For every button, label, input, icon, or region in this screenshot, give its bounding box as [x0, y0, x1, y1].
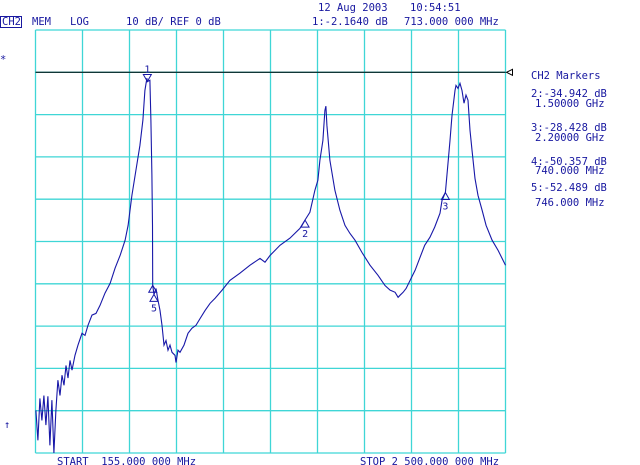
format-label: LOG [70, 16, 89, 28]
marker-4-triangle-icon [147, 284, 158, 293]
active-marker-value: 1:-2.1640 dB [312, 16, 388, 28]
graticule [34, 29, 507, 454]
marker-5-freq: 746.000 MHz [535, 197, 605, 209]
time: 10:54:51 [410, 2, 461, 14]
channel-label[interactable]: CH2 [2, 16, 21, 28]
marker-2-label: 2 [302, 229, 308, 240]
marker-3-value: 3:-28.428 dB [531, 122, 607, 134]
marker-2-triangle-icon [300, 219, 310, 228]
active-marker-frequency: 713.000 000 MHz [404, 16, 499, 28]
marker-4-freq: 740.000 MHz [535, 165, 605, 177]
reference-level-arrow-icon [505, 68, 513, 77]
marker-1-label: 1 [144, 64, 150, 75]
marker-4-value: 4:-50.357 dB [531, 156, 607, 168]
mem-label: MEM [32, 16, 51, 28]
up-arrow-icon: ↑ [4, 419, 10, 431]
channel-box [0, 16, 22, 28]
marker-3-freq: 2.20000 GHz [535, 132, 605, 144]
markers: 1 2 3 5 [142, 64, 451, 314]
marker-1-triangle-icon [142, 73, 153, 83]
stop-frequency: STOP 2 500.000 000 MHz [360, 456, 499, 465]
marker-5-value: 5:-52.489 dB [531, 182, 607, 194]
marker-3-label: 3 [442, 202, 448, 213]
marker-panel-title: CH2 Markers [531, 70, 601, 82]
marker-3-triangle-icon [440, 191, 451, 201]
marker-5-label: 5 [151, 303, 157, 314]
marker-2-value: 2:-34.942 dB [531, 88, 607, 100]
star-symbol: * [0, 54, 6, 66]
marker-2-freq: 1.50000 GHz [535, 98, 605, 110]
start-frequency: START 155.000 000 MHz [57, 456, 196, 465]
trace-line [35, 78, 506, 454]
marker-5-triangle-icon [149, 293, 159, 302]
date: 12 Aug 2003 [318, 2, 388, 14]
scale-label: 10 dB/ REF 0 dB [126, 16, 221, 28]
